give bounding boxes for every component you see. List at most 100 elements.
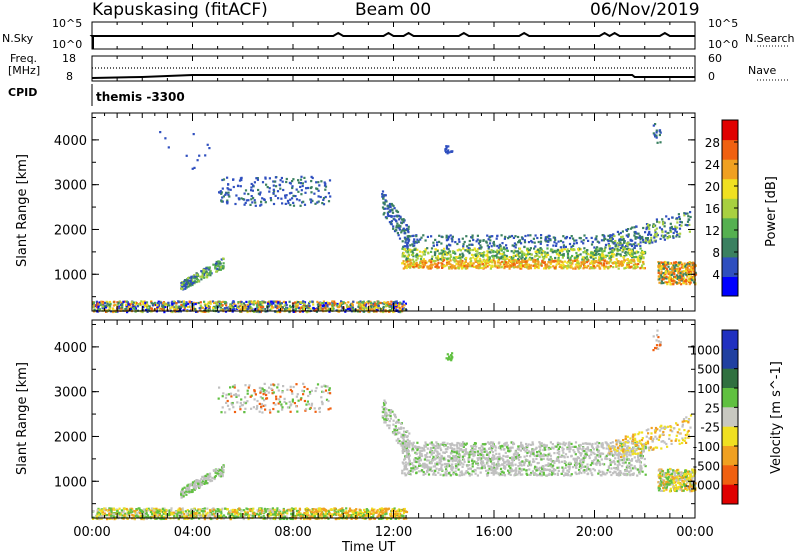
data-cell [586, 249, 588, 251]
data-cell [688, 218, 690, 220]
data-cell [296, 189, 298, 191]
data-cell [97, 306, 99, 308]
data-cell [419, 262, 421, 264]
data-cell [391, 223, 393, 225]
data-cell [296, 198, 298, 200]
data-cell [435, 257, 437, 259]
data-cell [501, 234, 503, 236]
data-cell [312, 307, 314, 309]
data-cell [581, 241, 583, 243]
data-cell [407, 256, 409, 258]
data-cell [658, 221, 660, 223]
data-cell [460, 264, 462, 266]
data-cell [334, 507, 336, 509]
data-cell [409, 263, 411, 265]
data-cell [389, 513, 391, 515]
data-cell [247, 199, 249, 201]
data-cell [128, 304, 130, 306]
data-cell [458, 238, 460, 240]
data-cell [364, 302, 366, 304]
data-cell [485, 262, 487, 264]
data-cell [631, 227, 633, 229]
data-cell [436, 241, 438, 243]
data-cell [519, 239, 521, 241]
data-cell [622, 256, 624, 258]
data-cell [557, 258, 559, 260]
data-cell [292, 202, 294, 204]
data-cell [408, 254, 410, 256]
data-cell [637, 258, 639, 260]
data-cell [459, 257, 461, 259]
data-cell [497, 260, 499, 262]
data-cell [407, 235, 409, 237]
data-cell [209, 510, 211, 512]
data-cell [175, 302, 177, 304]
data-cell [320, 196, 322, 198]
data-cell [658, 272, 660, 274]
data-cell [446, 237, 448, 239]
data-cell [478, 262, 480, 264]
data-cell [647, 237, 649, 239]
data-cell [453, 266, 455, 268]
data-cell [655, 241, 657, 243]
data-cell [189, 306, 191, 308]
data-cell [474, 258, 476, 260]
data-cell [536, 251, 538, 253]
data-cell [436, 265, 438, 267]
data-cell [600, 247, 602, 249]
power-panel [93, 123, 698, 313]
data-cell [609, 260, 611, 262]
data-cell [514, 242, 516, 244]
data-cell [396, 225, 398, 227]
data-cell [593, 258, 595, 260]
data-cell [572, 245, 574, 247]
data-cell [323, 304, 325, 306]
data-cell [167, 302, 169, 304]
data-cell [254, 199, 256, 201]
data-cell [220, 266, 222, 268]
data-cell [182, 509, 184, 511]
data-cell [595, 257, 597, 259]
data-cell [133, 307, 135, 309]
data-cell [513, 263, 515, 265]
data-cell [565, 237, 567, 239]
data-cell [261, 510, 263, 512]
data-cell [665, 262, 667, 264]
data-cell [204, 507, 206, 509]
data-cell [598, 256, 600, 258]
data-cell [682, 271, 684, 273]
data-cell [662, 263, 664, 265]
data-cell [276, 510, 278, 512]
data-cell [289, 204, 291, 206]
data-cell [433, 245, 435, 247]
data-cell [674, 226, 676, 228]
data-cell [257, 179, 259, 181]
data-cell [139, 512, 141, 514]
data-cell [594, 254, 596, 256]
data-cell [250, 198, 252, 200]
data-cell [292, 195, 294, 197]
data-cell [413, 241, 415, 243]
data-cell [573, 240, 575, 242]
data-cell [438, 235, 440, 237]
data-cell [472, 256, 474, 258]
data-cell [559, 252, 561, 254]
data-cell [685, 274, 687, 276]
data-cell [147, 514, 149, 516]
data-cell [430, 235, 432, 237]
data-cell [200, 270, 202, 272]
data-cell [465, 261, 467, 263]
data-cell [678, 262, 680, 264]
data-cell [315, 508, 317, 510]
data-cell [476, 240, 478, 242]
data-cell [309, 308, 311, 310]
data-cell [286, 510, 288, 512]
data-cell [460, 249, 462, 251]
data-cell [347, 308, 349, 310]
data-cell [665, 272, 667, 274]
data-cell [348, 515, 350, 517]
data-cell [690, 216, 692, 218]
data-cell [632, 253, 634, 255]
data-cell [687, 215, 689, 217]
data-cell [223, 514, 225, 516]
